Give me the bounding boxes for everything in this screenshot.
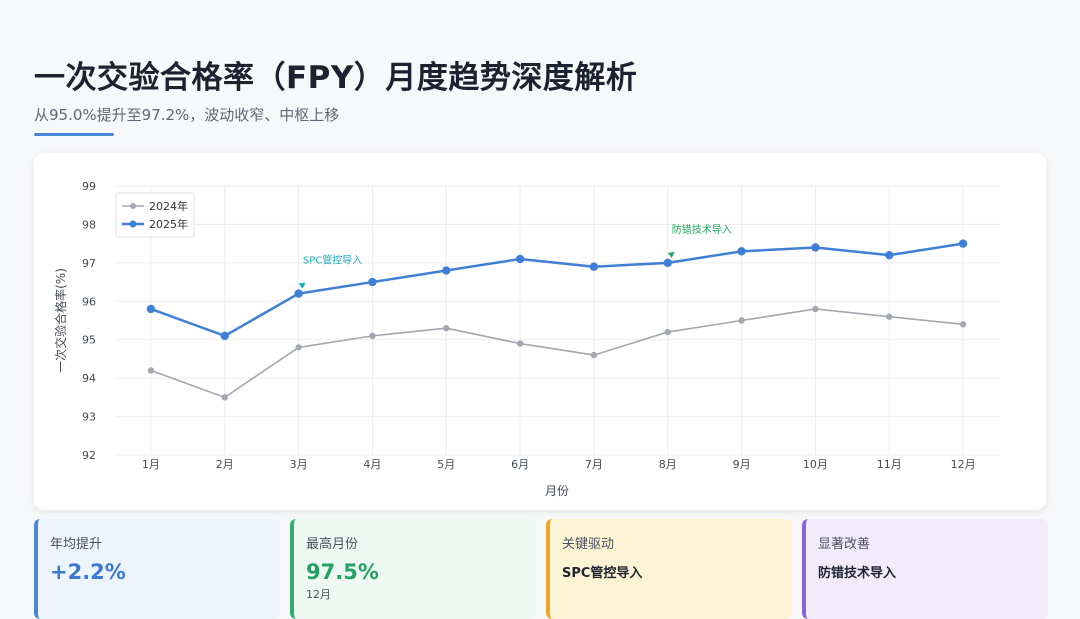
data-point-series-1 [664, 328, 671, 336]
kpi-label: 关键驱动 [562, 537, 615, 552]
y-axis-title: 一次交验合格率(%) [53, 268, 68, 373]
data-point-series-2 [146, 304, 156, 314]
x-tick-label: 7月 [585, 458, 603, 471]
title-underline [34, 133, 114, 136]
y-tick-label: 94 [82, 372, 96, 385]
data-point-series-2 [885, 250, 894, 260]
series-line-2 [150, 242, 964, 338]
y-tick-label: 95 [82, 334, 96, 347]
data-point-series-2 [294, 289, 303, 298]
y-tick-label: 92 [82, 449, 96, 462]
x-axis-title: 月份 [545, 484, 569, 498]
annotation-label: 防错技术导入 [672, 223, 732, 236]
annotation-arrow [667, 251, 675, 258]
x-tick-label: 5月 [437, 458, 455, 471]
y-tick-label: 99 [82, 180, 96, 193]
kpi-value: +2.2% [50, 560, 126, 584]
data-point-series-1 [221, 394, 228, 401]
data-point-series-1 [295, 344, 302, 351]
data-point-series-2 [220, 331, 229, 341]
data-point-series-1 [590, 351, 598, 359]
y-tick-label: 97 [82, 257, 96, 270]
x-tick-label: 4月 [363, 458, 381, 471]
x-tick-label: 2月 [216, 458, 234, 471]
legend-swatch-marker [129, 220, 137, 228]
kpi-sub: 12月 [306, 588, 331, 601]
data-point-series-2 [811, 243, 820, 252]
kpi-value: SPC管控导入 [562, 566, 643, 581]
x-tick-label: 10月 [803, 458, 828, 471]
data-point-series-2 [958, 239, 968, 248]
page-subtitle: 从95.0%提升至97.2%，波动收窄、中枢上移 [34, 106, 340, 124]
x-tick-label: 6月 [511, 458, 529, 471]
kpi-card-annual-improvement: 年均提升 +2.2% [34, 519, 280, 619]
y-tick-label: 93 [82, 411, 96, 424]
legend-entry: 2025年 [149, 217, 188, 231]
kpi-label: 年均提升 [50, 537, 103, 552]
x-tick-label: 3月 [290, 458, 308, 471]
x-tick-label: 1月 [142, 458, 160, 471]
data-point-series-1 [959, 321, 967, 328]
data-point-series-1 [812, 305, 819, 313]
y-tick-label: 96 [82, 295, 96, 308]
data-point-series-1 [443, 324, 450, 332]
data-point-series-2 [589, 262, 599, 271]
kpi-card-peak-month: 最高月份 97.5% 12月 [290, 519, 536, 619]
data-point-series-1 [738, 317, 745, 324]
kpi-label: 显著改善 [818, 537, 871, 552]
y-tick-label: 98 [82, 218, 96, 231]
legend-swatch-marker [130, 203, 136, 209]
chart-card: 92 93 94 95 96 97 98 99 1月 2月 3月 4月 5月 6月 7月 8月 9月 10月 11月… [34, 153, 1046, 510]
kpi-value: 防错技术导入 [818, 566, 897, 581]
x-tick-label: 12月 [951, 458, 976, 471]
kpi-card-key-driver: 关键驱动 SPC管控导入 [546, 519, 792, 619]
series-line-1 [150, 308, 964, 399]
x-tick-label: 8月 [659, 458, 677, 471]
data-point-series-1 [516, 340, 524, 347]
data-point-series-2 [442, 266, 451, 275]
annotation-arrow [298, 282, 306, 289]
fpy-line-chart: 92 93 94 95 96 97 98 99 1月 2月 3月 4月 5月 6月 7月 8月 9月 10月 11月… [53, 180, 1000, 498]
data-point-series-2 [663, 258, 672, 268]
legend-entry: 2024年 [149, 199, 188, 213]
data-point-series-2 [368, 277, 377, 287]
annotation-label: SPC管控导入 [303, 254, 362, 267]
page-title: 一次交验合格率（FPY）月度趋势深度解析 [34, 60, 638, 96]
data-point-series-2 [515, 254, 525, 264]
x-tick-label: 11月 [877, 458, 902, 471]
data-point-series-1 [147, 367, 155, 374]
kpi-card-notable-improvement: 显著改善 防错技术导入 [802, 519, 1048, 619]
kpi-value: 97.5% [306, 560, 379, 584]
x-tick-label: 9月 [733, 458, 751, 471]
data-point-series-1 [886, 313, 893, 320]
kpi-label: 最高月份 [306, 537, 359, 552]
data-point-series-1 [369, 332, 376, 340]
data-point-series-2 [737, 247, 746, 256]
